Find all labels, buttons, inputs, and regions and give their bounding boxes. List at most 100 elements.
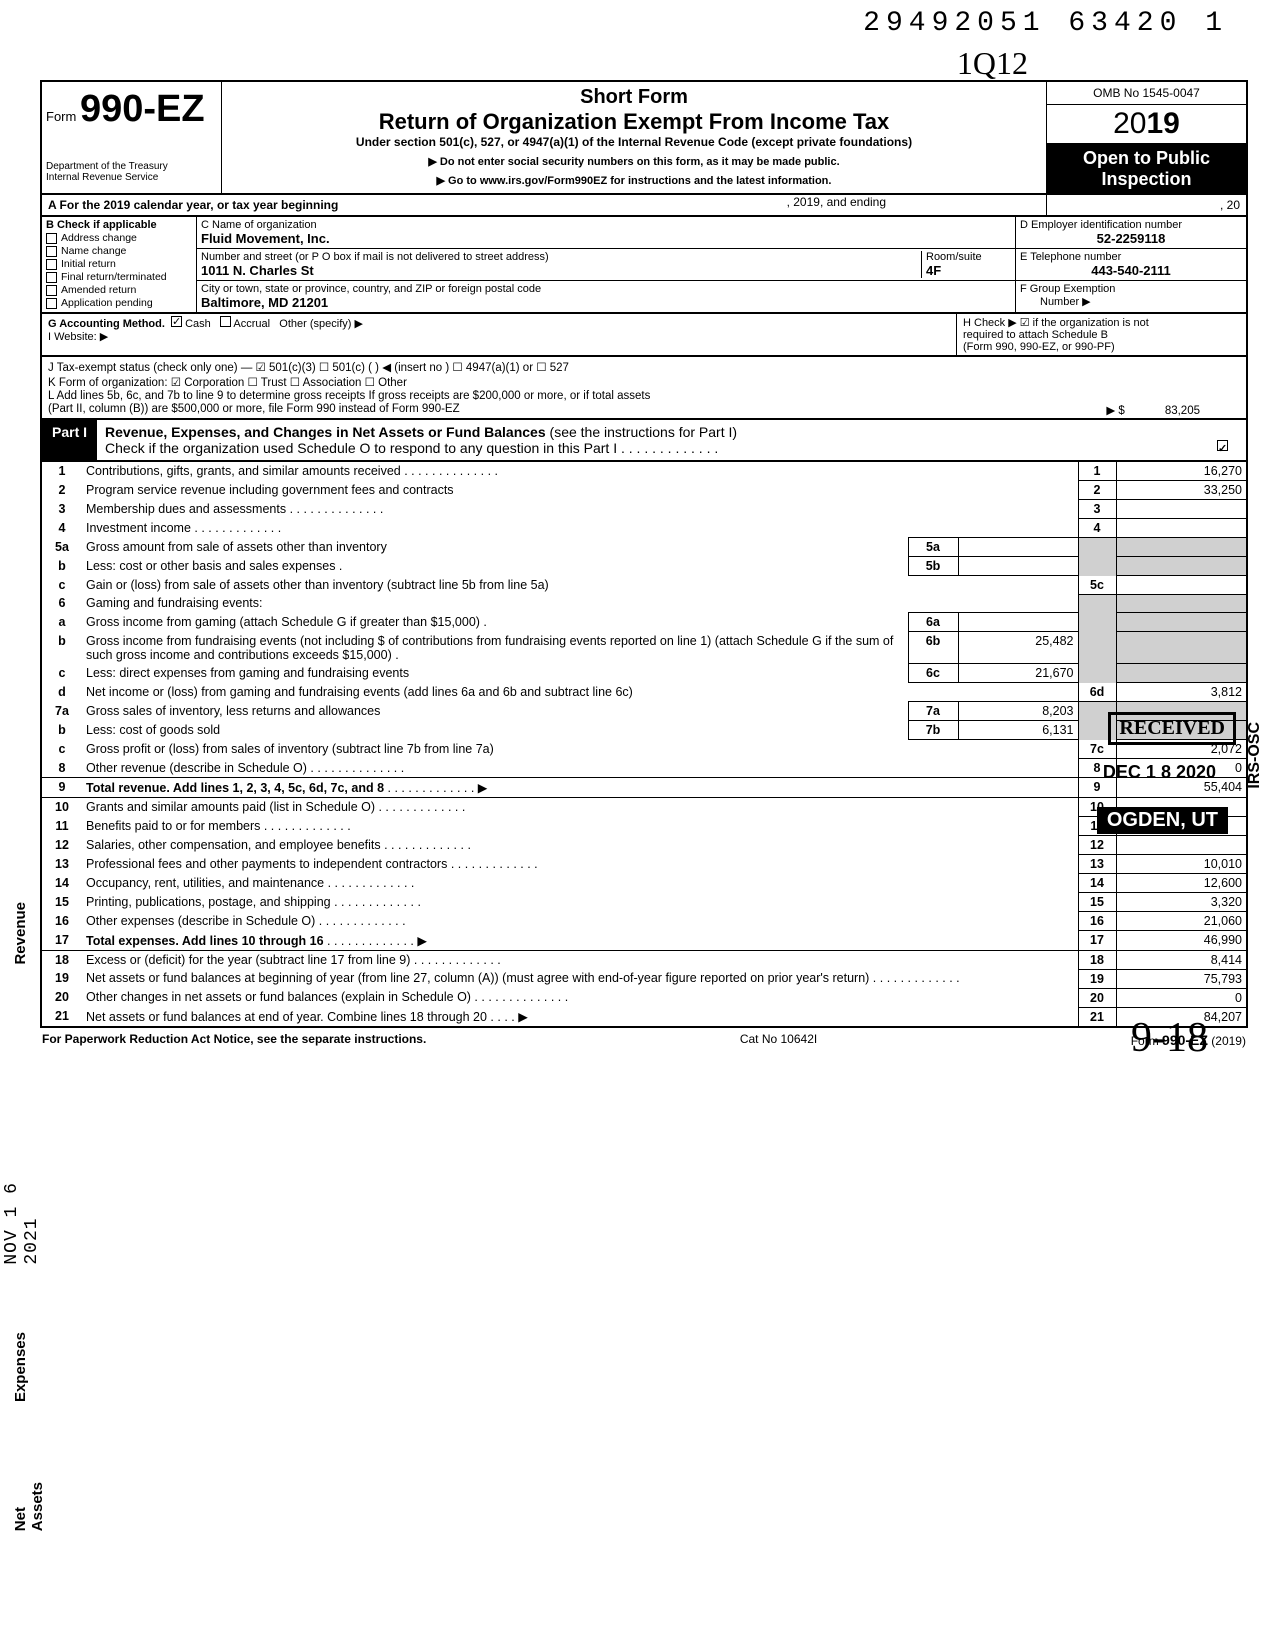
side-label-scanned: SCANNED NOV 1 6 2021: [0, 1182, 42, 1265]
row-ghi: G Accounting Method. Cash Accrual Other …: [40, 314, 1248, 357]
lines-table: 1Contributions, gifts, grants, and simil…: [42, 462, 1246, 1026]
line-18-desc: Excess or (deficit) for the year (subtra…: [86, 953, 410, 967]
title-sub: Under section 501(c), 527, or 4947(a)(1)…: [228, 135, 1040, 149]
line-3-val: [1116, 500, 1246, 519]
form-label: Form: [46, 109, 76, 124]
checkbox-final-return[interactable]: [46, 272, 57, 283]
line-5c-val: [1116, 576, 1246, 595]
line-6c-subval: 21,670: [958, 664, 1078, 683]
city-label: City or town, state or province, country…: [201, 283, 1011, 295]
line-2-val: 33,250: [1116, 481, 1246, 500]
line-6d-val: 3,812: [1116, 683, 1246, 702]
checkbox-initial-return[interactable]: [46, 259, 57, 270]
instruction-2: Go to www.irs.gov/Form990EZ for instruct…: [448, 175, 831, 187]
checkbox-application-pending[interactable]: [46, 298, 57, 309]
line-5c-desc: Gain or (loss) from sale of assets other…: [86, 578, 549, 592]
block-bcdef: B Check if applicable Address change Nam…: [40, 217, 1248, 314]
part-i-header: Part I Revenue, Expenses, and Changes in…: [40, 420, 1248, 462]
line-19-val: 75,793: [1116, 969, 1246, 988]
addr-label: Number and street (or P O box if mail is…: [201, 251, 921, 263]
line-15-val: 3,320: [1116, 893, 1246, 912]
chk-lbl: Application pending: [61, 297, 153, 309]
side-label-expenses: Expenses: [12, 1332, 29, 1402]
title-short: Short Form: [228, 86, 1040, 109]
line-7b-subval: 6,131: [958, 721, 1078, 740]
stamp-irs-osc: IRS-OSC: [1246, 722, 1264, 789]
title-main: Return of Organization Exempt From Incom…: [228, 109, 1040, 135]
stamp-received: RECEIVED: [1108, 712, 1236, 745]
checkbox-accrual[interactable]: [220, 316, 231, 327]
chk-lbl: Name change: [61, 245, 126, 257]
line-6-desc: Gaming and fundraising events:: [82, 594, 1078, 613]
ein-label: D Employer identification number: [1020, 219, 1242, 231]
line-6d-desc: Net income or (loss) from gaming and fun…: [86, 685, 633, 699]
line-2-desc: Program service revenue including govern…: [86, 483, 454, 497]
part-i-paren: (see the instructions for Part I): [550, 424, 738, 440]
line-7b-desc: Less: cost of goods sold: [82, 721, 908, 740]
checkbox-cash[interactable]: [171, 316, 182, 327]
chk-lbl: Amended return: [61, 284, 136, 296]
line-16-desc: Other expenses (describe in Schedule O): [86, 914, 315, 928]
checkbox-name-change[interactable]: [46, 246, 57, 257]
line-8-desc: Other revenue (describe in Schedule O) .: [86, 761, 314, 775]
h-line-2: required to attach Schedule B: [963, 329, 1240, 341]
handwritten-annotation-bottom: 9-18: [1131, 1014, 1208, 1062]
form-header: Form 990-EZ Department of the Treasury I…: [40, 80, 1248, 195]
line-14-val: 12,600: [1116, 874, 1246, 893]
part-i-title: Revenue, Expenses, and Changes in Net As…: [105, 424, 546, 440]
line-16-val: 21,060: [1116, 912, 1246, 931]
street-address: 1011 N. Charles St: [201, 263, 921, 278]
line-12-val: [1116, 836, 1246, 855]
city-state-zip: Baltimore, MD 21201: [201, 295, 1011, 310]
line-18-val: 8,414: [1116, 950, 1246, 969]
footer: For Paperwork Reduction Act Notice, see …: [40, 1028, 1248, 1052]
line-5a-desc: Gross amount from sale of assets other t…: [82, 538, 908, 557]
form-number: 990-EZ: [80, 88, 205, 130]
line-5a-subval: [958, 538, 1078, 557]
row-a-label: A For the 2019 calendar year, or tax yea…: [42, 195, 344, 215]
document-number: 29492051 63420 1: [863, 8, 1228, 39]
line-14-desc: Occupancy, rent, utilities, and maintena…: [86, 876, 324, 890]
row-l-1: L Add lines 5b, 6c, and 7b to line 9 to …: [48, 390, 1240, 402]
instruction-1: Do not enter social security numbers on …: [440, 156, 840, 168]
checkbox-address-change[interactable]: [46, 233, 57, 244]
line-21-desc: Net assets or fund balances at end of ye…: [86, 1010, 487, 1024]
line-6b-desc: Gross income from fundraising events (no…: [82, 632, 908, 664]
omb-number: OMB No 1545-0047: [1047, 82, 1246, 105]
line-1-val: 16,270: [1116, 462, 1246, 481]
line-19-desc: Net assets or fund balances at beginning…: [86, 971, 869, 985]
line-12-desc: Salaries, other compensation, and employ…: [86, 838, 381, 852]
col-b-header: B Check if applicable: [46, 219, 192, 231]
line-6a-desc: Gross income from gaming (attach Schedul…: [82, 613, 908, 632]
line-20-val: 0: [1116, 988, 1246, 1007]
year-prefix: 20: [1113, 107, 1146, 140]
line-20-desc: Other changes in net assets or fund bala…: [86, 990, 478, 1004]
line-11-desc: Benefits paid to or for members: [86, 819, 260, 833]
row-j: J Tax-exempt status (check only one) — ☑…: [48, 360, 1240, 374]
accrual-label: Accrual: [233, 318, 270, 330]
line-1-desc: Contributions, gifts, grants, and simila…: [86, 464, 408, 478]
row-jkl: J Tax-exempt status (check only one) — ☑…: [40, 357, 1248, 420]
row-l-2: (Part II, column (B)) are $500,000 or mo…: [48, 403, 460, 415]
row-a-mid: , 2019, and ending: [787, 195, 886, 215]
line-13-desc: Professional fees and other payments to …: [86, 857, 447, 871]
open-to-public: Open to Public Inspection: [1047, 144, 1246, 193]
cash-label: Cash: [185, 318, 211, 330]
other-label: Other (specify) ▶: [279, 318, 363, 330]
g-label: G Accounting Method.: [48, 318, 165, 330]
dept-line-1: Department of the Treasury: [46, 161, 217, 172]
line-17-val: 46,990: [1116, 931, 1246, 951]
h-line-3: (Form 990, 990-EZ, or 990-PF): [963, 341, 1240, 353]
line-17-desc: Total expenses. Add lines 10 through 16: [86, 934, 324, 948]
line-5b-subval: [958, 557, 1078, 576]
line-4-desc: Investment income: [86, 521, 191, 535]
part-i-body: Revenue SCANNED NOV 1 6 2021 Expenses Ne…: [40, 462, 1248, 1028]
footer-center: Cat No 10642I: [740, 1032, 817, 1048]
footer-right-post: (2019): [1208, 1034, 1246, 1048]
row-a-end: , 20: [1046, 195, 1246, 215]
ein-value: 52-2259118: [1020, 231, 1242, 246]
checkbox-schedule-o[interactable]: [1217, 440, 1228, 451]
chk-lbl: Final return/terminated: [61, 271, 167, 283]
room-suite: 4F: [926, 263, 1007, 278]
checkbox-amended-return[interactable]: [46, 285, 57, 296]
